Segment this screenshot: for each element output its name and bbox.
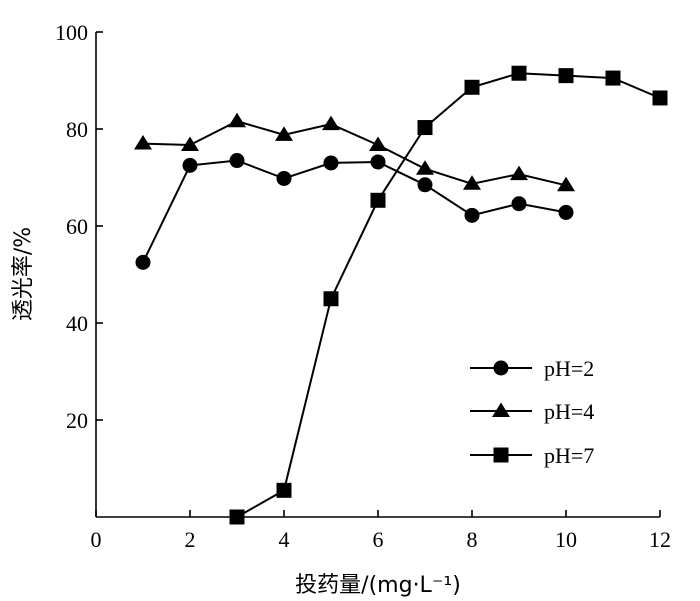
data-point — [416, 160, 434, 175]
data-point — [276, 482, 292, 498]
data-point — [370, 192, 386, 208]
data-point — [228, 112, 246, 128]
legend-marker — [493, 447, 509, 463]
x-tick-label: 2 — [185, 527, 196, 552]
data-point — [323, 291, 339, 307]
data-point — [511, 196, 527, 212]
data-point — [464, 79, 480, 95]
legend-marker — [493, 360, 509, 376]
x-tick-label: 6 — [373, 527, 384, 552]
data-point — [323, 155, 339, 171]
series-triangle — [134, 112, 575, 192]
data-point — [463, 175, 481, 190]
data-point — [464, 207, 480, 223]
legend-entry: pH=7 — [470, 443, 594, 468]
y-tick-label: 100 — [55, 20, 88, 45]
tick-labels: 0 2 4 6 8 10 12 20 40 60 80 100 — [55, 20, 671, 552]
series-circle — [135, 153, 574, 270]
data-point — [605, 70, 621, 86]
data-point — [370, 154, 386, 170]
legend-entry: pH=4 — [470, 399, 594, 424]
series-square — [229, 65, 668, 525]
legend: pH=2 pH=4 pH=7 — [470, 356, 594, 468]
x-tick-label: 0 — [91, 527, 102, 552]
legend-label: pH=7 — [544, 443, 594, 468]
x-tick-label: 10 — [555, 527, 577, 552]
data-point — [558, 68, 574, 84]
data-point — [182, 157, 198, 173]
y-axis-title: 透光率/% — [11, 227, 36, 321]
ticks — [95, 31, 661, 517]
data-point — [229, 153, 245, 169]
legend-label: pH=2 — [544, 356, 594, 381]
series-line — [142, 120, 567, 187]
data-point — [369, 136, 387, 152]
y-tick-label: 40 — [66, 311, 88, 336]
x-tick-label: 4 — [279, 527, 290, 552]
data-point — [510, 165, 528, 181]
legend-label: pH=4 — [544, 399, 594, 424]
data-point — [417, 120, 433, 136]
data-point — [134, 135, 152, 150]
x-tick-label: 12 — [649, 527, 671, 552]
legend-marker — [492, 402, 510, 417]
y-tick-label: 60 — [66, 214, 88, 239]
data-point — [229, 509, 245, 525]
data-point — [135, 254, 151, 270]
data-point — [557, 176, 575, 192]
x-axis-title: 投药量/(mg·L⁻¹) — [295, 573, 461, 598]
series-line — [236, 72, 661, 518]
data-point — [652, 90, 668, 106]
data-point — [558, 204, 574, 220]
data-point — [511, 65, 527, 81]
y-tick-label: 80 — [66, 117, 88, 142]
data-point — [417, 177, 433, 193]
y-tick-label: 20 — [66, 408, 88, 433]
x-tick-label: 8 — [467, 527, 478, 552]
legend-entry: pH=2 — [470, 356, 594, 381]
data-point — [275, 126, 293, 141]
data-point — [181, 136, 199, 152]
series-line — [142, 159, 567, 263]
data-point — [322, 115, 340, 131]
data-point — [276, 170, 292, 186]
series-layer — [134, 65, 668, 525]
